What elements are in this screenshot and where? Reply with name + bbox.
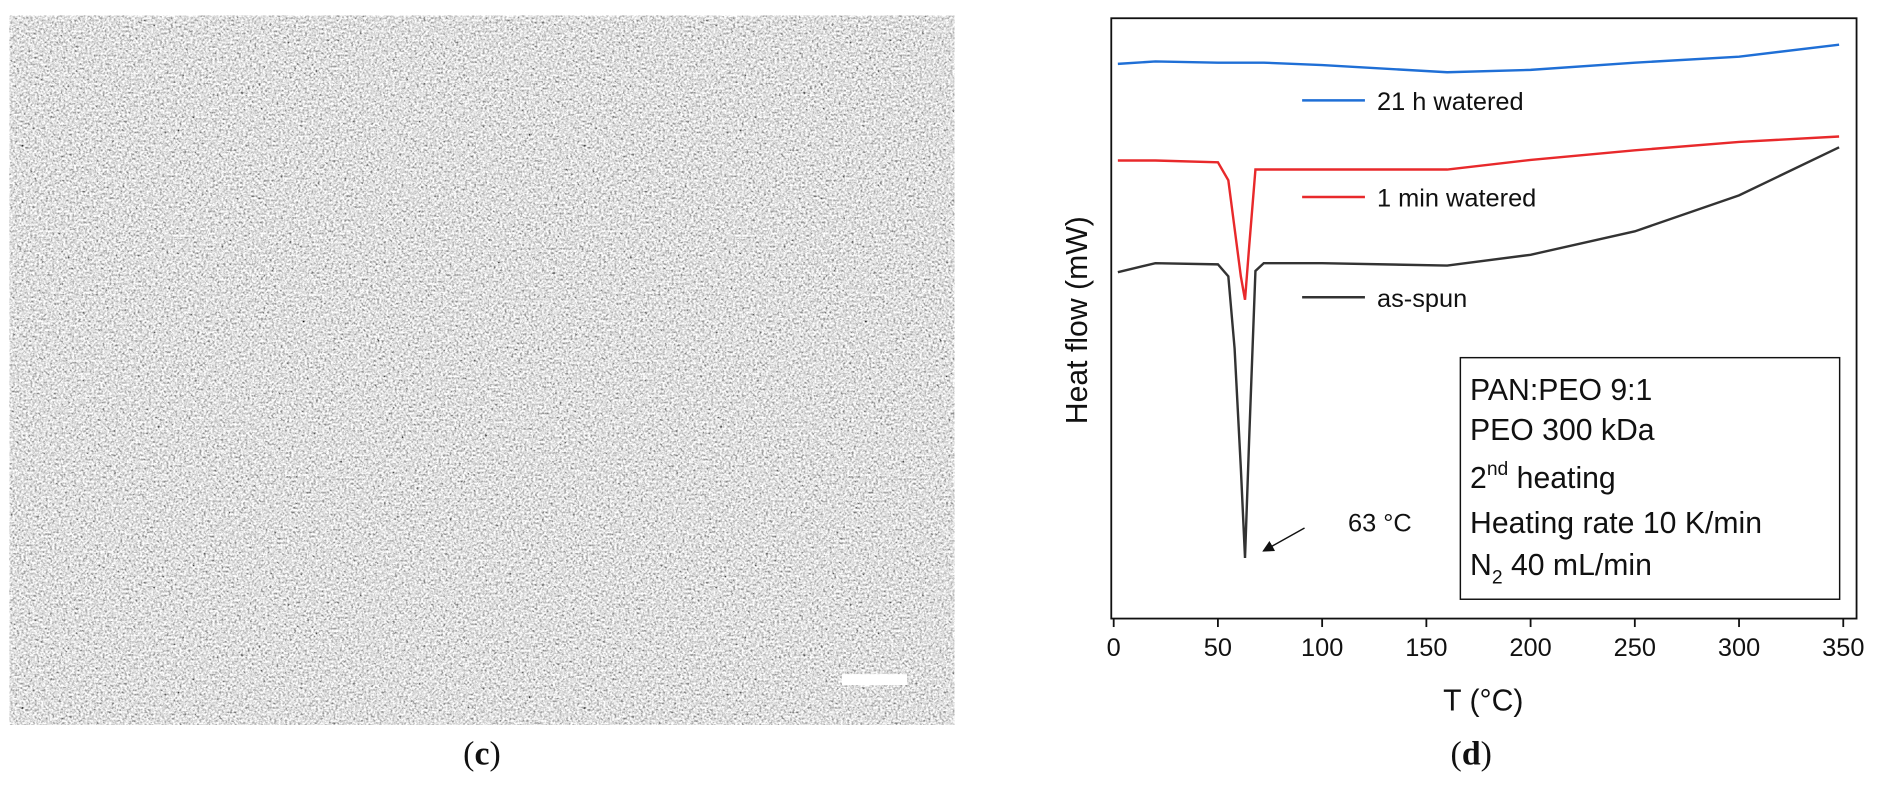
x-tick-label: 300	[1718, 634, 1760, 662]
info-line: PEO 300 kDa	[1470, 414, 1655, 447]
micrograph	[9, 15, 955, 725]
info-line: N2 40 mL/min	[1470, 549, 1652, 588]
legend-label: 21 h watered	[1377, 88, 1524, 116]
legend-label: 1 min watered	[1377, 185, 1536, 213]
x-tick-label: 200	[1509, 634, 1551, 662]
info-box	[1459, 356, 1841, 600]
x-tick-label: 350	[1822, 634, 1864, 662]
x-tick-label: 150	[1405, 634, 1447, 662]
annotation-arrow	[1262, 527, 1305, 552]
x-tick-label: 100	[1301, 634, 1343, 662]
x-tick-label: 0	[1107, 634, 1121, 662]
panel-label: (d)	[1451, 736, 1492, 773]
scale-bar	[841, 674, 908, 686]
legend-label: as-spun	[1377, 285, 1467, 313]
x-tick-label: 50	[1204, 634, 1232, 662]
info-line: Heating rate 10 K/min	[1470, 507, 1762, 540]
info-line: 2nd heating	[1470, 459, 1616, 495]
annotation: 63 °C	[1348, 510, 1412, 538]
y-axis-label: Heat flow (mW)	[1061, 216, 1094, 424]
plot-frame	[1110, 17, 1858, 620]
info-line: PAN:PEO 9:1	[1470, 374, 1652, 407]
series-line	[1117, 43, 1840, 74]
x-axis-label: T (°C)	[1443, 684, 1523, 717]
series-line	[1117, 135, 1840, 300]
x-tick-label: 250	[1614, 634, 1656, 662]
series-line	[1117, 146, 1840, 558]
panel-label: (c)	[463, 736, 501, 773]
